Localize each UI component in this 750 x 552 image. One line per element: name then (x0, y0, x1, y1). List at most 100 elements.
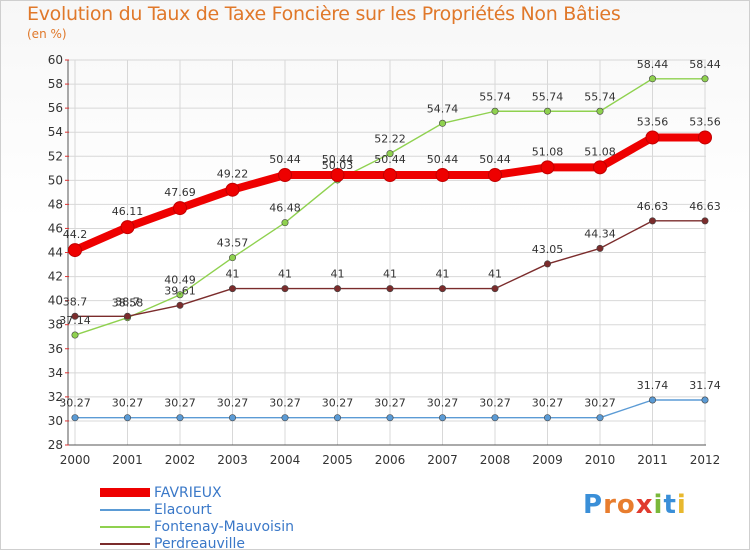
data-point (176, 414, 184, 422)
data-point (229, 414, 237, 422)
data-point (229, 285, 237, 293)
data-label: 30.27 (164, 397, 196, 410)
data-label: 30.27 (59, 397, 91, 410)
data-point (543, 107, 551, 115)
legend-item-favrieux: FAVRIEUX (100, 484, 294, 501)
data-label: 41 (226, 268, 240, 281)
y-tick-label: 46 (48, 221, 63, 235)
data-label: 44.2 (63, 228, 88, 241)
data-point (543, 414, 551, 422)
data-point (648, 396, 656, 404)
y-tick-label: 38 (48, 318, 63, 332)
x-tick-label: 2004 (270, 453, 301, 467)
data-point (330, 168, 345, 183)
data-label: 50.44 (322, 153, 354, 166)
data-label: 30.27 (584, 397, 616, 410)
data-label: 30.27 (532, 397, 564, 410)
data-point (543, 260, 551, 268)
chart-title: Evolution du Taux de Taxe Foncière sur l… (27, 3, 621, 25)
data-label: 31.74 (637, 379, 669, 392)
data-point (278, 168, 292, 183)
data-label: 53.56 (689, 115, 721, 128)
x-tick-label: 2003 (217, 453, 248, 467)
data-label: 50.44 (479, 153, 511, 166)
data-point (438, 285, 446, 293)
data-point (176, 301, 184, 309)
proxiti-logo: Proxiti (583, 490, 687, 520)
data-point (698, 130, 712, 145)
data-point (71, 331, 79, 339)
data-point (281, 414, 289, 422)
data-point (540, 160, 555, 175)
y-tick-label: 54 (48, 125, 63, 139)
data-point (596, 244, 604, 252)
y-tick-label: 58 (48, 77, 63, 91)
data-label: 51.08 (532, 145, 564, 158)
data-label: 55.74 (532, 90, 564, 103)
data-label: 31.74 (689, 379, 721, 392)
data-label: 52.22 (374, 133, 406, 146)
legend-swatch (100, 525, 150, 528)
data-label: 37.14 (59, 314, 91, 327)
x-tick-label: 2000 (60, 453, 91, 467)
data-point (120, 220, 135, 235)
data-label: 50.44 (374, 153, 406, 166)
data-point (333, 285, 341, 293)
data-label: 38.7 (63, 295, 88, 308)
x-tick-label: 2005 (322, 453, 353, 467)
data-point (173, 201, 187, 216)
data-label: 30.27 (427, 397, 459, 410)
y-tick-label: 52 (48, 149, 63, 163)
data-point (281, 219, 289, 227)
legend-label: Elacourt (154, 501, 212, 518)
data-point (596, 107, 604, 115)
data-label: 30.27 (322, 397, 354, 410)
x-tick-label: 2012 (690, 453, 721, 467)
data-label: 43.05 (532, 243, 564, 256)
data-label: 41 (278, 268, 292, 281)
data-label: 49.22 (217, 168, 249, 181)
data-label: 43.57 (217, 237, 249, 250)
data-label: 41 (436, 268, 450, 281)
y-tick-label: 42 (48, 270, 63, 284)
data-point (71, 312, 79, 320)
data-point (701, 396, 709, 404)
data-point (386, 414, 394, 422)
data-point (438, 414, 446, 422)
y-tick-label: 30 (48, 414, 63, 428)
y-tick-label: 32 (48, 390, 63, 404)
legend-swatch (100, 542, 150, 545)
data-label: 30.27 (112, 397, 144, 410)
x-tick-label: 2007 (427, 453, 458, 467)
data-label: 30.27 (374, 397, 406, 410)
data-point (491, 414, 499, 422)
y-tick-label: 40 (48, 294, 63, 308)
data-label: 50.44 (269, 153, 301, 166)
legend-label: FAVRIEUX (154, 484, 222, 501)
data-point (124, 414, 132, 422)
y-tick-label: 48 (48, 197, 63, 211)
data-point (386, 150, 394, 158)
data-point (645, 130, 660, 145)
data-label: 53.56 (637, 115, 669, 128)
data-point (68, 243, 82, 258)
data-point (71, 414, 79, 422)
data-point (491, 285, 499, 293)
x-tick-label: 2006 (375, 453, 406, 467)
data-label: 50.44 (427, 153, 459, 166)
y-tick-label: 28 (48, 438, 63, 452)
data-label: 58.44 (689, 58, 721, 71)
y-tick-label: 44 (48, 246, 63, 260)
data-label: 40.49 (164, 274, 196, 287)
data-point (488, 168, 502, 183)
x-tick-label: 2001 (112, 453, 143, 467)
y-tick-label: 56 (48, 101, 63, 115)
data-point (435, 168, 450, 183)
data-label: 55.74 (479, 90, 511, 103)
data-label: 41 (383, 268, 397, 281)
data-point (648, 217, 656, 225)
legend-item-fontenay-mauvoisin: Fontenay-Mauvoisin (100, 518, 294, 535)
data-point (383, 168, 397, 183)
data-label: 46.63 (689, 200, 721, 213)
data-label: 30.27 (269, 397, 301, 410)
